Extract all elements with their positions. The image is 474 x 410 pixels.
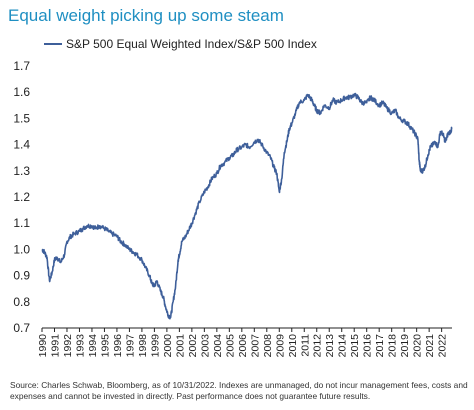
x-tick-label: 2018 <box>387 334 399 358</box>
series-line <box>41 92 453 320</box>
x-tick-label: 2011 <box>299 334 311 357</box>
line-chart: 0.70.80.91.01.11.21.31.41.51.61.7 1990 19… <box>13 59 453 358</box>
y-tick-label: 0.7 <box>13 321 30 335</box>
chart-title: Equal weight picking up some steam <box>8 6 284 25</box>
y-tick-label: 1.6 <box>13 85 30 99</box>
x-tick-label: 1993 <box>74 334 86 358</box>
series-layer <box>41 92 453 320</box>
x-tick-label: 1992 <box>62 334 74 358</box>
x-tick-label: 1994 <box>87 334 99 358</box>
x-tick-label: 2022 <box>437 334 449 358</box>
x-tick-label: 2015 <box>349 334 361 358</box>
legend: S&P 500 Equal Weighted Index/S&P 500 Ind… <box>44 37 317 51</box>
x-tick-label: 2000 <box>162 334 174 358</box>
y-tick-label: 1.4 <box>13 138 30 152</box>
y-tick-label: 1.1 <box>13 216 30 230</box>
x-tick-label: 2004 <box>212 334 224 358</box>
x-tick-label: 1996 <box>112 334 124 358</box>
x-tick-label: 2020 <box>412 334 424 358</box>
x-tick-label: 2017 <box>374 334 386 358</box>
y-tick-label: 1.3 <box>13 164 30 178</box>
legend-label: S&P 500 Equal Weighted Index/S&P 500 Ind… <box>66 37 317 51</box>
x-tick-label: 2009 <box>274 334 286 358</box>
y-tick-label: 1.2 <box>13 190 30 204</box>
x-tick-label: 2008 <box>262 334 274 358</box>
x-tick-label: 2003 <box>199 334 211 358</box>
x-tick-label: 1997 <box>124 334 136 358</box>
x-tick-label: 2016 <box>362 334 374 358</box>
y-axis: 0.7 0.8 0.9 1.0 1.1 1.2 1.3 1.4 1.5 1.6 1.7 <box>13 59 30 335</box>
x-tick-label: 2007 <box>249 334 261 358</box>
source-note: Source: Charles Schwab, Bloomberg, as of… <box>10 380 468 401</box>
x-tick-label: 2006 <box>237 334 249 358</box>
y-tick-label: 0.8 <box>13 295 30 309</box>
y-tick-label: 1.0 <box>13 242 30 256</box>
x-tick-label: 2019 <box>399 334 411 358</box>
y-tick-label: 0.9 <box>13 269 30 283</box>
x-tick-label: 2010 <box>287 334 299 358</box>
x-tick-label: 2014 <box>337 334 349 358</box>
x-tick-label: 2001 <box>174 334 186 358</box>
x-tick-label: 2002 <box>187 334 199 358</box>
x-tick-label: 1999 <box>149 334 161 358</box>
y-tick-label: 1.5 <box>13 111 30 125</box>
x-tick-label: 1998 <box>137 334 149 358</box>
x-axis: 1990 1991 1992 1993 1994 1995 1996 1997 1998 1999… <box>37 327 452 358</box>
x-tick-label: 1990 <box>37 334 49 358</box>
x-tick-label: 2005 <box>224 334 236 358</box>
x-tick-label: 2012 <box>312 334 324 358</box>
x-tick-label: 2013 <box>324 334 336 358</box>
x-tick-label: 1991 <box>49 334 61 358</box>
x-tick-label: 2021 <box>424 334 436 358</box>
x-tick-label: 1995 <box>99 334 111 358</box>
legend-line-swatch <box>44 43 62 45</box>
y-tick-label: 1.7 <box>13 59 30 73</box>
